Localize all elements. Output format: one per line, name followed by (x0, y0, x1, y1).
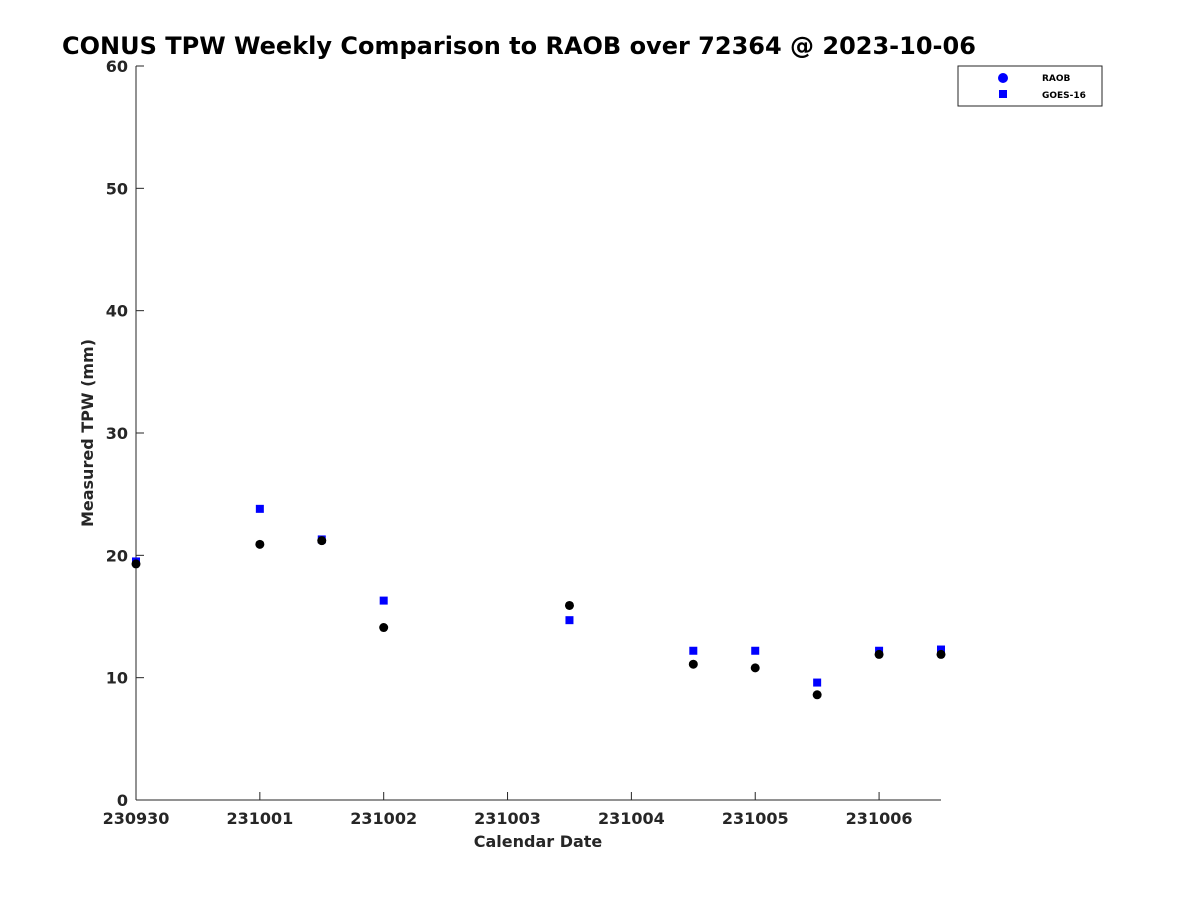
y-tick-label: 10 (106, 669, 128, 688)
x-tick-label: 231001 (226, 809, 293, 828)
legend-raob-label: RAOB (1042, 74, 1071, 84)
y-tick-label: 50 (106, 179, 128, 198)
y-tick-label: 20 (106, 546, 128, 565)
raob-point (131, 559, 141, 569)
x-tick-label: 231006 (846, 809, 913, 828)
goes16-point (255, 504, 264, 513)
raob-point (750, 663, 760, 673)
raob-point (317, 536, 327, 546)
goes16-point (379, 596, 388, 605)
raob-point (564, 600, 574, 610)
raob-point (874, 649, 884, 659)
raob-point (688, 659, 698, 669)
raob-point (379, 623, 389, 633)
y-tick-label: 60 (106, 57, 128, 76)
x-ticks: 230930 231001 231002 231003 231004 231005 2310… (103, 792, 913, 828)
y-tick-label: 30 (106, 424, 128, 443)
goes16-point (813, 678, 822, 687)
raob-point (936, 649, 946, 659)
goes16-point (689, 646, 698, 655)
x-axis-label: Calendar Date (474, 832, 603, 851)
legend-goes16-marker (999, 90, 1007, 98)
raob-point (255, 539, 265, 549)
goes16-point (751, 646, 760, 655)
chart-title: CONUS TPW Weekly Comparison to RAOB over… (62, 32, 976, 60)
data-points (131, 504, 946, 700)
y-tick-label: 0 (117, 791, 128, 810)
x-tick-label: 231005 (722, 809, 789, 828)
goes16-point (937, 645, 945, 654)
x-tick-label: 231004 (598, 809, 665, 828)
y-ticks: 0 10 20 30 40 50 60 (106, 57, 144, 810)
legend-box (957, 65, 1103, 107)
legend-goes16-label: GOES-16 (1042, 91, 1086, 101)
raob-point (812, 690, 822, 700)
goes16-point (565, 616, 574, 625)
legend: RAOB GOES-16 (957, 65, 1103, 107)
y-tick-label: 40 (106, 302, 128, 321)
legend-raob-marker (998, 73, 1008, 83)
y-axis-label: Measured TPW (mm) (78, 339, 97, 527)
x-tick-label: 231002 (350, 809, 417, 828)
x-tick-label: 230930 (103, 809, 170, 828)
x-tick-label: 231003 (474, 809, 541, 828)
